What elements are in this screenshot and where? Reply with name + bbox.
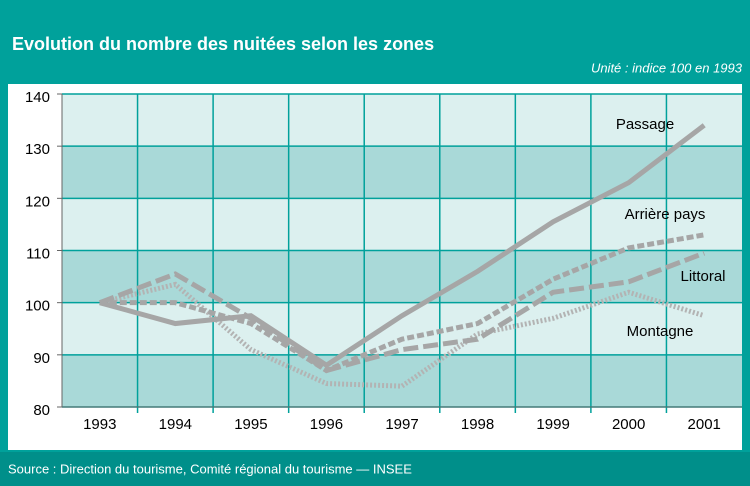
grid-band <box>62 94 742 147</box>
x-tick-label: 1996 <box>310 416 343 433</box>
x-tick-label: 2000 <box>612 416 645 433</box>
grid-band <box>62 146 742 199</box>
x-tick-label: 2001 <box>688 416 721 433</box>
chart-title: Evolution du nombre des nuitées selon le… <box>12 34 434 54</box>
series-label: Littoral <box>680 268 725 285</box>
series-label: Passage <box>616 116 674 133</box>
grid-band <box>62 354 742 407</box>
y-tick-label: 140 <box>25 89 50 106</box>
subtitle: Unité : indice 100 en 1993 <box>591 60 743 75</box>
x-tick-label: 1997 <box>385 416 418 433</box>
footer <box>0 452 750 486</box>
x-tick-label: 1998 <box>461 416 494 433</box>
x-tick-label: 1999 <box>536 416 569 433</box>
grid-band <box>62 302 742 355</box>
source: Source : Direction du tourisme, Comité r… <box>8 461 412 476</box>
series-line <box>98 250 706 374</box>
y-tick-label: 130 <box>25 141 50 158</box>
series-label: Arrière pays <box>625 206 706 223</box>
grid-band <box>62 198 742 251</box>
y-tick-label: 90 <box>33 350 50 367</box>
y-tick-label: 110 <box>26 245 50 262</box>
x-tick-label: 1994 <box>159 416 192 433</box>
y-tick-label: 120 <box>25 193 50 210</box>
y-tick-label: 100 <box>25 298 50 315</box>
y-tick-label: 80 <box>33 402 50 419</box>
series-label: Montagne <box>627 323 694 340</box>
x-tick-label: 1995 <box>234 416 267 433</box>
series-line <box>99 123 706 369</box>
x-tick-label: 1993 <box>83 416 116 433</box>
series-line <box>99 232 705 374</box>
